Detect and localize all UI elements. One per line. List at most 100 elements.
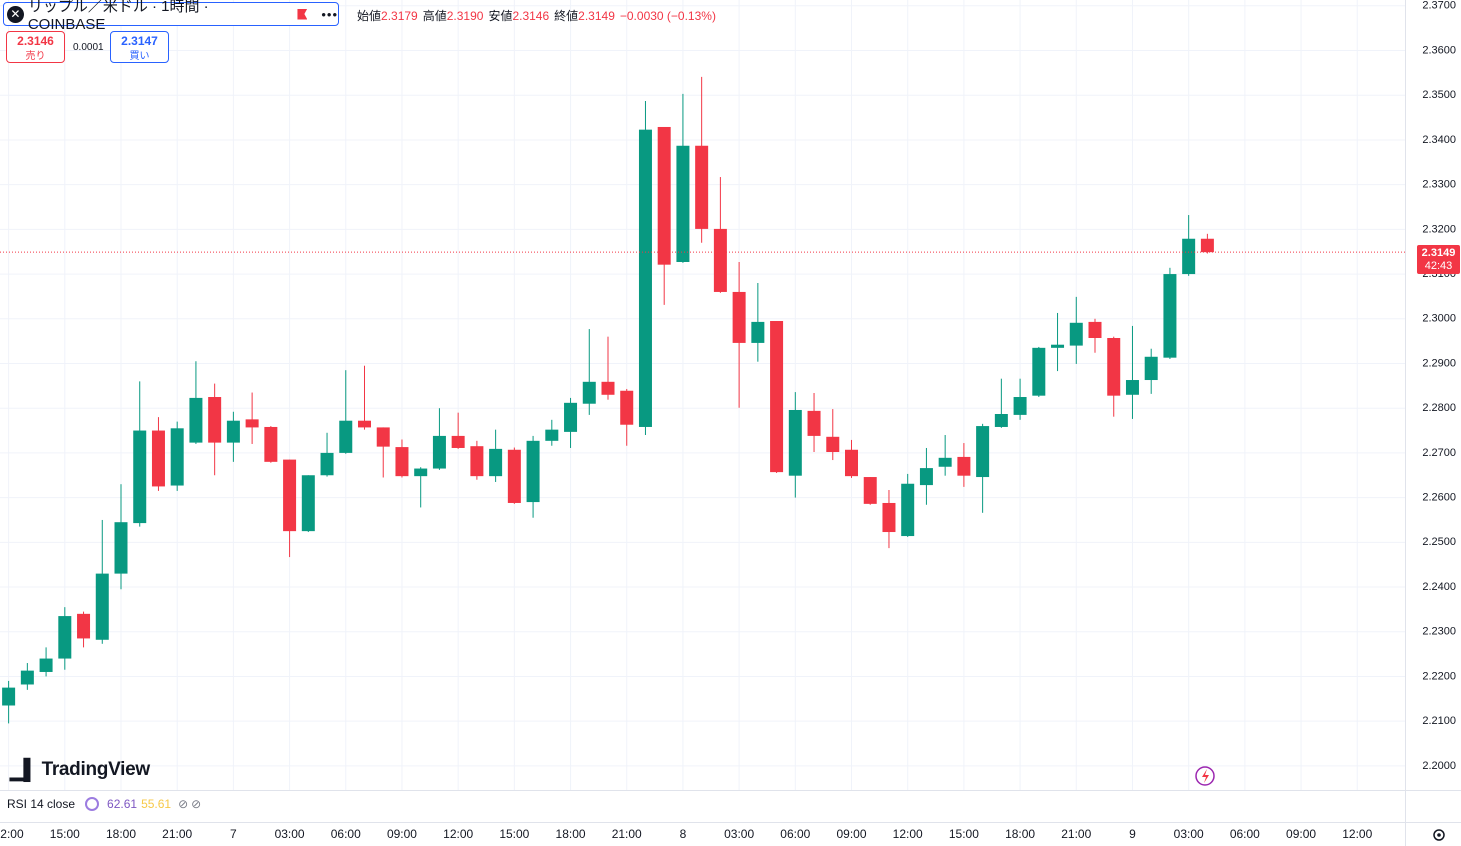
sell-button[interactable]: 2.3146 売り (6, 31, 65, 63)
ohlc-label: 高値 (422, 9, 447, 23)
indicator-name: RSI 14 close (7, 797, 76, 811)
badge-countdown: 42:43 (1424, 260, 1453, 272)
candle-body (95, 573, 109, 640)
candle-body (976, 426, 990, 478)
candle-body (526, 440, 540, 503)
candle-body (1182, 238, 1196, 275)
candle-body (151, 430, 165, 487)
y-tick-label: 2.2800 (1422, 402, 1456, 414)
x-tick-label: 15:00 (499, 827, 529, 841)
buy-button[interactable]: 2.3147 買い (110, 31, 169, 63)
candle-body (1069, 322, 1083, 346)
candle-body (208, 397, 222, 443)
x-tick-label: 09:00 (1286, 827, 1316, 841)
x-tick-label: 09:00 (836, 827, 866, 841)
indicator-toggle[interactable]: ⊘ (178, 797, 189, 811)
y-tick-label: 2.2000 (1422, 760, 1456, 772)
candle-body (133, 430, 147, 524)
y-tick-label: 2.3700 (1422, 0, 1456, 12)
ohlc-value: 2.3190 (446, 9, 484, 23)
price-badge: 2.3149 42:43 (1417, 245, 1460, 274)
ohlc-label: 終値 (554, 9, 579, 23)
badge-price: 2.3149 (1421, 247, 1456, 259)
x-tick-label: 18:00 (1005, 827, 1035, 841)
y-tick-label: 2.2500 (1422, 536, 1456, 548)
ohlc-value: 2.3179 (381, 9, 418, 23)
y-tick-label: 2.2600 (1422, 492, 1456, 504)
settings-icon[interactable] (1433, 829, 1445, 841)
candle-body (451, 435, 465, 448)
logo[interactable]: ▁▌ TradingView (10, 757, 150, 782)
candle-body (114, 522, 128, 574)
alert-icon[interactable] (1195, 766, 1215, 786)
candle-body (58, 616, 72, 659)
buy-price: 2.3147 (121, 34, 158, 48)
candle-body (1107, 337, 1121, 396)
change: −0.0030 (−0.13%) (619, 9, 716, 23)
y-tick-label: 2.3000 (1422, 313, 1456, 325)
candle-body (863, 477, 877, 504)
logo-mark: ▁▌ (10, 759, 38, 781)
candle-body (470, 446, 484, 477)
x-tick-label: 06:00 (780, 827, 810, 841)
y-tick-label: 2.2200 (1422, 670, 1456, 682)
symbol-icon: ✕ (7, 5, 24, 23)
candle-body (1200, 238, 1214, 253)
candle-body (432, 435, 446, 469)
x-tick-label: 12:00 (0, 827, 24, 841)
candle-body (1163, 274, 1177, 358)
x-tick-label: 03:00 (275, 827, 305, 841)
flag-icon[interactable] (297, 8, 308, 20)
candle-body (788, 409, 802, 476)
x-tick-label: 21:00 (1061, 827, 1091, 841)
symbol-title: リップル／米ドル · 1時間 · COINBASE (27, 0, 209, 33)
y-tick-label: 2.3500 (1422, 89, 1456, 101)
x-tick-label: 8 (680, 827, 687, 841)
x-tick-label: 09:00 (387, 827, 417, 841)
x-tick-label: 15:00 (50, 827, 80, 841)
indicator-value: 62.61 (107, 797, 138, 811)
y-tick-label: 2.2400 (1422, 581, 1456, 593)
spread: 0.0001 (73, 42, 104, 53)
candle-body (695, 145, 709, 229)
candle-body (601, 381, 615, 395)
candle-body (919, 468, 933, 486)
candle-body (1032, 347, 1046, 396)
y-tick-label: 2.2100 (1422, 715, 1456, 727)
x-tick-label: 03:00 (1174, 827, 1204, 841)
x-tick-label: 06:00 (1230, 827, 1260, 841)
candle-body (283, 459, 297, 532)
candle-body (20, 670, 34, 685)
x-tick-label: 18:00 (106, 827, 136, 841)
indicator-toggle[interactable]: ⊘ (191, 797, 202, 811)
candles-layer (0, 76, 1405, 724)
candle-body (882, 502, 896, 533)
candle-body (320, 452, 334, 476)
x-tick-label: 03:00 (724, 827, 754, 841)
candle-body (264, 426, 278, 462)
more-button[interactable]: ••• (321, 6, 338, 22)
candle-body (339, 420, 353, 453)
indicator-icon[interactable] (85, 797, 100, 811)
x-tick-label: 12:00 (443, 827, 473, 841)
x-tick-label: 21:00 (612, 827, 642, 841)
candle-body (826, 436, 840, 453)
x-tick-label: 12:00 (893, 827, 923, 841)
candle-body (770, 321, 784, 473)
candle-body (676, 145, 690, 262)
y-tick-label: 2.2900 (1422, 357, 1456, 369)
indicator-legend: RSI 14 close 62.61 55.61 ⊘ ⊘ (7, 797, 201, 811)
candle-body (938, 457, 952, 467)
candle-body (170, 428, 184, 486)
y-tick-label: 2.2700 (1422, 447, 1456, 459)
y-tick-label: 2.3200 (1422, 223, 1456, 235)
candle-body (1144, 356, 1158, 381)
candle-body (564, 402, 578, 432)
x-tick-label: 18:00 (556, 827, 586, 841)
x-tick-label: 7 (230, 827, 237, 841)
x-tick-label: 06:00 (331, 827, 361, 841)
symbol-pill[interactable]: ✕ リップル／米ドル · 1時間 · COINBASE ••• (3, 0, 339, 33)
candle-body (620, 390, 634, 425)
candle-body (751, 321, 765, 343)
